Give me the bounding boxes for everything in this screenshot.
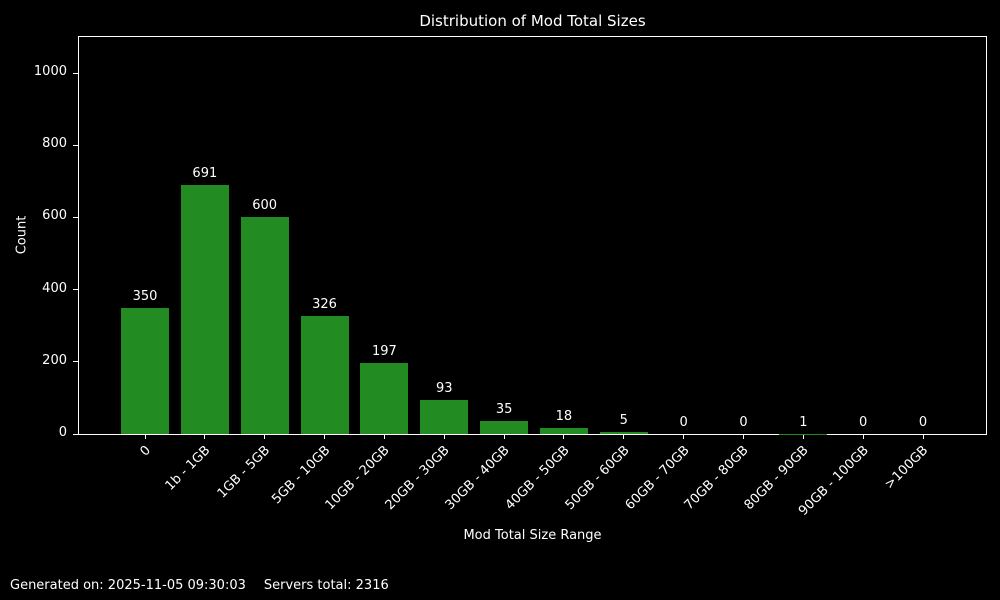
x-tick-mark [443,435,445,439]
y-tick-label: 1000 [33,64,67,80]
y-tick-mark [73,216,78,218]
x-tick-mark [503,435,505,439]
plot-area: 350 691 600 326 197 93 35 18 5 0 0 1 0 0 [78,36,987,435]
bar-value-label: 197 [371,343,397,359]
bar-30GB-40GB [480,421,529,434]
bar-10GB-20GB [360,362,409,434]
x-tick-mark [324,435,326,439]
x-tick-mark [922,435,924,439]
x-tick-mark [743,435,744,439]
y-tick-label: 800 [42,136,67,152]
x-tick-mark [383,435,385,439]
bar-value-label: 0 [859,415,868,430]
bar-0 [121,307,169,434]
x-tick-mark [802,435,804,439]
bar-40GB-50GB [539,427,588,434]
bar-value-label: 0 [739,415,748,430]
bar-value-label: 5 [619,413,628,429]
bar-value-label: 18 [555,408,573,424]
bar-1b-1GB [180,184,229,434]
x-tick-mark [862,435,864,439]
x-tick-label: >100GB [882,443,932,493]
bar-value-label: 600 [252,198,278,214]
bar-value-label: 350 [132,288,158,304]
y-tick-label: 0 [58,425,67,440]
x-tick-mark [623,435,625,439]
bar-value-label: 326 [312,297,337,313]
x-tick-mark [683,435,685,439]
x-tick-mark [204,435,206,439]
x-tick-label: 1GB - 5GB [214,443,274,502]
chart-title: Distribution of Mod Total Sizes [419,12,646,30]
y-tick-mark [73,289,78,291]
y-tick-mark [73,72,78,74]
bar-value-label: 0 [918,415,928,430]
x-tick-label: 0 [137,443,154,460]
y-tick-label: 200 [42,352,67,368]
generated-timestamp: Generated on: 2025-11-05 09:30:03 [10,578,246,593]
x-tick-mark [144,435,146,439]
y-tick-mark [73,361,78,363]
footer: Generated on: 2025-11-05 09:30:03 Servers… [10,578,389,593]
x-tick-label: 1b - 1GB [162,443,214,494]
servers-total-count: Servers total: 2316 [263,578,389,593]
bar-value-label: 35 [495,402,513,418]
bar-value-label: 1 [799,414,808,430]
bar-5GB-10GB [300,316,349,434]
x-tick-mark [563,435,565,439]
y-tick-label: 600 [42,208,67,224]
bar-20GB-30GB [420,400,469,434]
x-tick-mark [264,435,266,439]
x-tick-label: 5GB - 10GB [268,443,334,508]
y-tick-mark [73,433,78,435]
bar-value-label: 0 [679,415,688,430]
bar-value-label: 691 [192,165,218,181]
bar-value-label: 93 [435,381,453,397]
y-tick-mark [73,144,78,146]
bar-1GB-5GB [240,217,289,434]
y-tick-label: 400 [42,280,67,296]
x-axis-label: Mod Total Size Range [463,528,602,543]
bar-50GB-60GB [599,432,648,434]
